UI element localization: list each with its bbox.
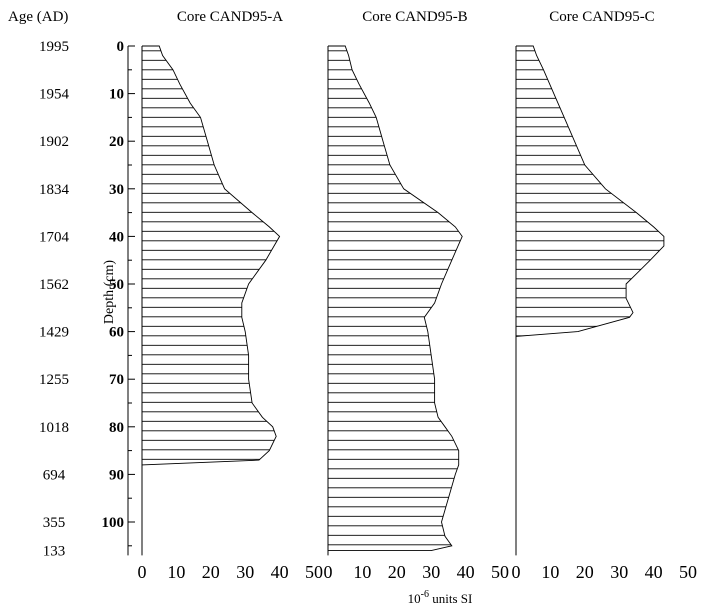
core-c-hatch xyxy=(516,50,664,546)
depth-tick-label: 10 xyxy=(109,87,124,103)
x-tick-label: 0 xyxy=(324,562,333,582)
core-c-panel: Core CAND95-C xyxy=(515,9,665,556)
x-axis-label: 10-6 units SI xyxy=(408,589,473,606)
x-tick-label: 50 xyxy=(679,562,697,582)
age-labels: 1995 1954 1902 1834 1704 1562 1429 1255 1018 694 3… xyxy=(39,39,70,560)
x-axis-tick-labels: 0 10 20 30 40 50 0 10 20 30 40 50 0 10 20 30 40 50 xyxy=(138,562,698,582)
x-tick-label: 50 xyxy=(491,562,509,582)
x-tick-label: 30 xyxy=(610,562,628,582)
core-a-profile xyxy=(141,45,281,551)
age-axis-label: Age (AD) xyxy=(8,9,68,25)
x-tick-label: 30 xyxy=(236,562,254,582)
depth-tick-label: 70 xyxy=(109,372,124,388)
depth-tick-label: 40 xyxy=(109,229,124,245)
age-label: 355 xyxy=(43,515,66,531)
x-axis-label-unit: units SI xyxy=(429,591,472,606)
core-c-title: Core CAND95-C xyxy=(549,9,654,25)
x-tick-label: 40 xyxy=(457,562,475,582)
age-label: 1562 xyxy=(39,277,69,293)
depth-tick-label: 80 xyxy=(109,420,124,436)
age-label: 694 xyxy=(43,467,66,483)
age-label: 1995 xyxy=(39,39,69,55)
depth-tick-label: 50 xyxy=(109,277,124,293)
depth-tick-label: 30 xyxy=(109,182,124,198)
x-tick-label: 50 xyxy=(305,562,323,582)
age-label: 1255 xyxy=(39,372,69,388)
age-label: 1704 xyxy=(39,229,70,245)
x-tick-label: 20 xyxy=(202,562,220,582)
x-tick-label: 0 xyxy=(138,562,147,582)
age-label: 1954 xyxy=(39,87,70,103)
core-a-hatch xyxy=(142,50,280,546)
age-label: 1018 xyxy=(39,420,69,436)
x-tick-label: 30 xyxy=(422,562,440,582)
depth-axis-label: Depth (cm) xyxy=(102,260,117,324)
core-a-title: Core CAND95-A xyxy=(177,9,283,25)
age-label: 1834 xyxy=(39,182,70,198)
age-label: 133 xyxy=(43,544,66,560)
age-label: 1902 xyxy=(39,134,69,150)
core-a-panel: Core CAND95-A xyxy=(141,9,283,556)
x-tick-label: 10 xyxy=(353,562,371,582)
depth-tick-label: 90 xyxy=(109,467,124,483)
x-tick-label: 40 xyxy=(645,562,663,582)
depth-tick-label: 20 xyxy=(109,134,124,150)
core-c-profile xyxy=(515,45,665,551)
x-tick-label: 10 xyxy=(167,562,185,582)
core-b-profile xyxy=(327,45,463,552)
depth-tick-label: 0 xyxy=(117,39,125,55)
x-axis-label-exponent: -6 xyxy=(421,589,429,600)
depth-axis: 0 10 20 30 40 50 60 70 80 90 100 xyxy=(102,39,135,556)
x-tick-label: 20 xyxy=(576,562,594,582)
depth-tick-label: 100 xyxy=(102,515,125,531)
x-tick-label: 20 xyxy=(388,562,406,582)
x-tick-label: 10 xyxy=(541,562,559,582)
core-b-panel: Core CAND95-B xyxy=(327,9,468,556)
age-label: 1429 xyxy=(39,325,69,341)
core-b-title: Core CAND95-B xyxy=(362,9,467,25)
x-axis-label-base: 10 xyxy=(408,591,421,606)
depth-tick-label: 60 xyxy=(109,325,124,341)
x-tick-label: 0 xyxy=(512,562,521,582)
core-b-hatch xyxy=(328,50,463,546)
x-tick-label: 40 xyxy=(271,562,289,582)
